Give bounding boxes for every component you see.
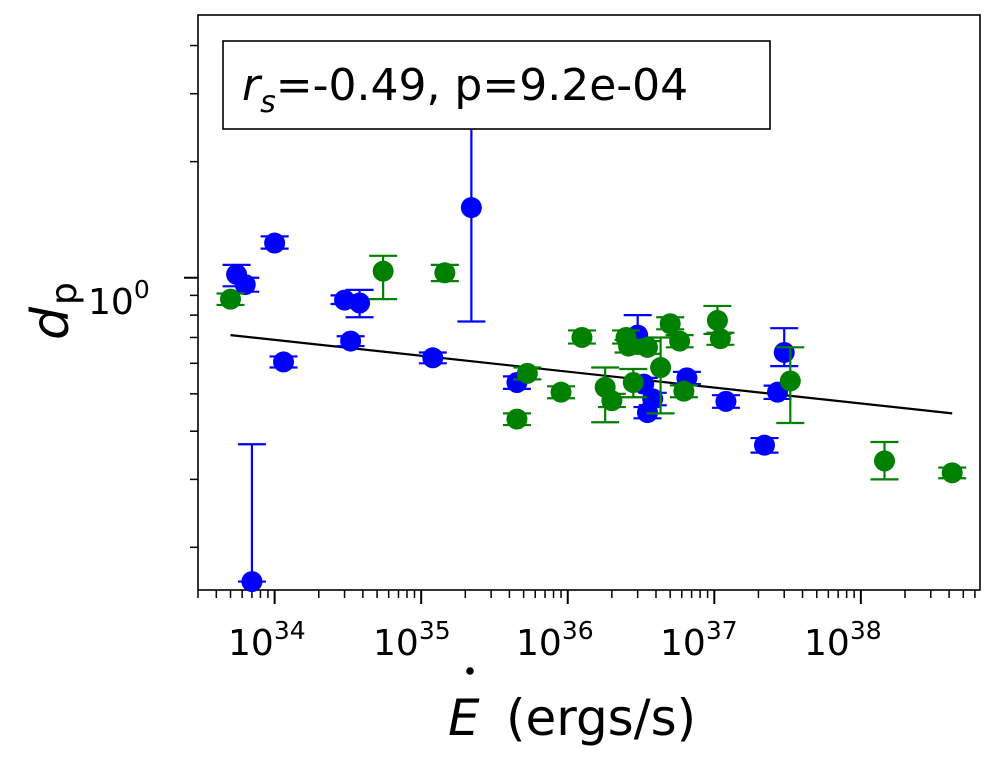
marker-green <box>601 390 623 412</box>
data-point-blue <box>260 232 289 254</box>
marker-green <box>659 313 681 335</box>
marker-blue <box>715 390 737 412</box>
data-point-green <box>938 462 967 484</box>
marker-blue <box>264 232 286 254</box>
marker-green <box>669 330 691 352</box>
data-point-green <box>369 254 398 301</box>
data-point-green <box>216 288 245 310</box>
data-point-blue <box>336 330 365 352</box>
marker-blue <box>773 341 795 363</box>
data-point-blue <box>711 390 740 412</box>
marker-green <box>706 309 728 331</box>
marker-green <box>636 336 658 358</box>
annotation-value: =-0.49, p=9.2e-04 <box>276 60 688 111</box>
x-axis-dot <box>466 667 474 675</box>
annotation-box <box>222 40 771 130</box>
data-point-blue <box>237 443 266 593</box>
x-axis-symbol: E <box>448 689 480 747</box>
data-point-blue <box>750 434 779 456</box>
data-point-green <box>547 381 576 403</box>
data-point-green <box>597 390 626 412</box>
data-point-green <box>430 262 459 284</box>
data-point-blue <box>269 351 298 373</box>
x-axis-unit: (ergs/s) <box>506 689 696 747</box>
marker-green <box>650 357 672 379</box>
x-axis-title: E (ergs/s) <box>448 667 696 747</box>
data-point-green <box>706 328 735 350</box>
marker-blue <box>422 347 444 369</box>
annotation-text: rs=-0.49, p=9.2e-04 <box>242 60 688 120</box>
marker-blue <box>753 434 775 456</box>
marker-green <box>673 380 695 402</box>
rs-symbol: r <box>242 60 263 111</box>
marker-green <box>434 262 456 284</box>
data-point-blue <box>638 388 667 410</box>
marker-green <box>571 326 593 348</box>
marker-green <box>550 381 572 403</box>
data-point-blue <box>418 347 447 369</box>
rs-subscript: s <box>260 85 276 120</box>
data-point-green <box>633 336 662 358</box>
marker-green <box>874 450 896 472</box>
marker-green <box>709 328 731 350</box>
marker-green <box>516 362 538 384</box>
plot-frame <box>197 14 981 591</box>
marker-green <box>941 462 963 484</box>
marker-green <box>506 408 528 430</box>
marker-green <box>372 260 394 282</box>
data-point-green <box>669 380 698 402</box>
marker-blue <box>241 571 263 593</box>
marker-blue <box>273 351 295 373</box>
data-point-green <box>619 367 648 399</box>
marker-green <box>622 372 644 394</box>
y-axis-title: dp <box>21 282 85 340</box>
x-tick-labels: 1034 1035 1036 1037 1038 <box>228 616 882 664</box>
marker-blue <box>234 274 256 296</box>
data-point-green <box>502 408 531 430</box>
marker-blue <box>460 197 482 219</box>
axis-ticks <box>184 44 976 604</box>
data-point-green <box>656 313 685 335</box>
data-point-green <box>665 330 694 352</box>
y-tick-label: 100 <box>88 275 150 323</box>
y-axis-symbol: dp <box>21 282 85 340</box>
marker-blue <box>642 388 664 410</box>
data-point-blue <box>345 288 374 319</box>
marker-green <box>220 288 242 310</box>
data-points-layer <box>216 115 967 593</box>
marker-green <box>779 370 801 392</box>
marker-blue <box>349 292 371 314</box>
x-tick-label: 1037 <box>660 616 738 664</box>
data-point-green <box>776 346 805 425</box>
data-point-green <box>870 440 899 481</box>
data-point-green <box>513 362 542 384</box>
correlation-annotation: rs=-0.49, p=9.2e-04 <box>222 40 771 130</box>
marker-blue <box>340 330 362 352</box>
data-point-green <box>567 326 596 348</box>
